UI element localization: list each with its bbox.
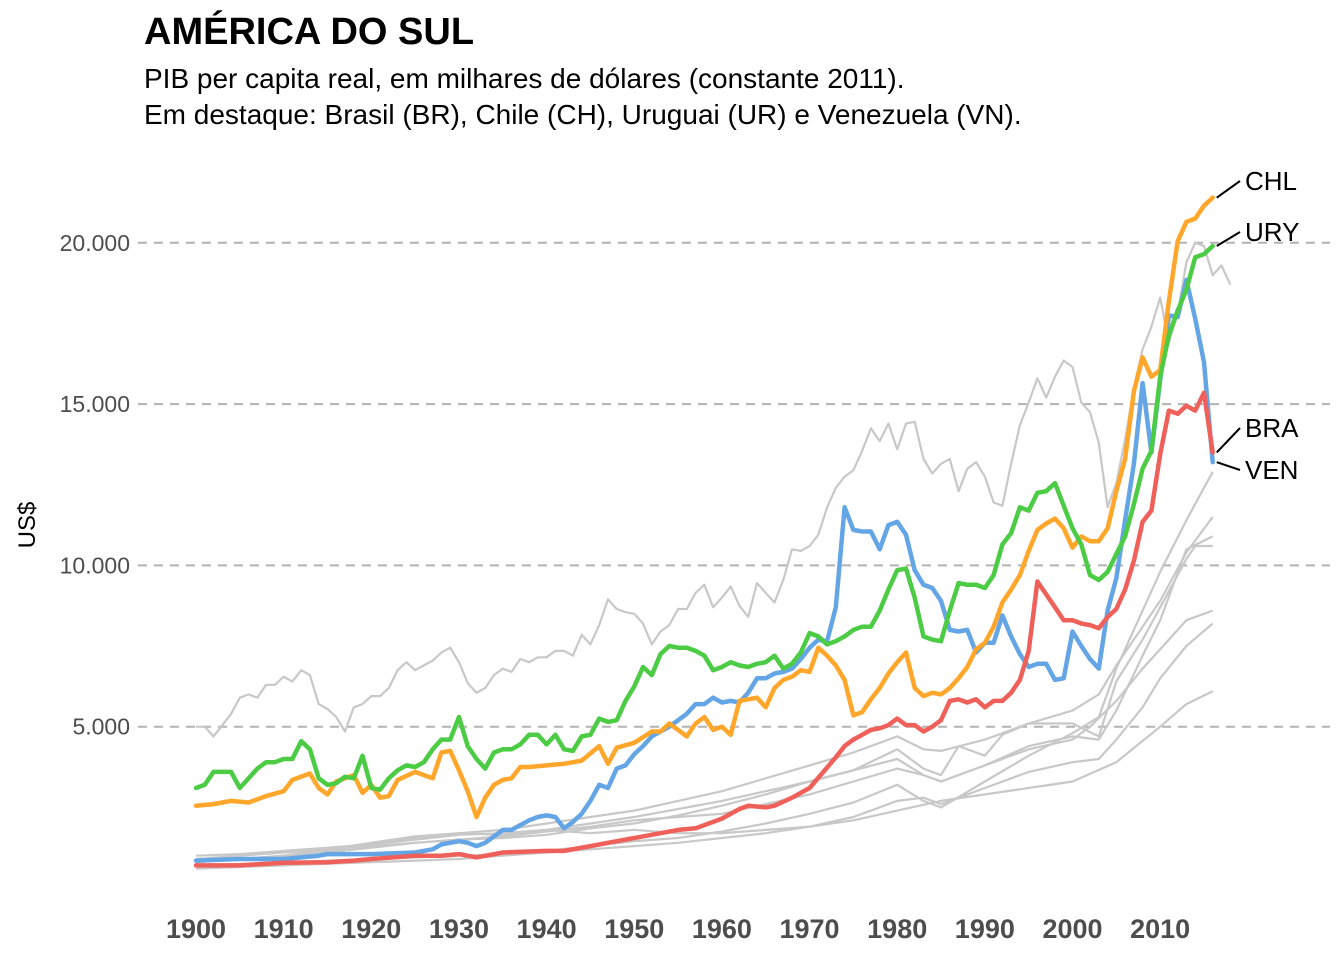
chart-subtitle-line-1: PIB per capita real, em milhares de dóla… <box>144 63 905 94</box>
end-labels: CHL URY BRA VEN <box>1216 166 1299 485</box>
y-tick-label: 20.000 <box>60 230 130 256</box>
x-tick-label: 1940 <box>517 914 577 944</box>
x-tick-label: 1930 <box>429 914 489 944</box>
x-axis-ticks: 1900 1910 1920 1930 1940 1950 1960 1970 1980 1990… <box>166 914 1190 944</box>
series-line-ury <box>193 243 1215 792</box>
end-label-ury: URY <box>1245 217 1299 247</box>
x-tick-label: 1980 <box>867 914 927 944</box>
y-tick-label: 15.000 <box>60 391 130 417</box>
x-tick-label: 1900 <box>166 914 226 944</box>
series-line-bra <box>193 390 1215 868</box>
chart-subtitle-line-2: Em destaque: Brasil (BR), Chile (CH), Ur… <box>144 99 1022 130</box>
y-axis-label: US$ <box>14 502 41 549</box>
x-tick-label: 2000 <box>1042 914 1102 944</box>
background-series-line <box>195 622 1214 870</box>
x-tick-label: 1990 <box>955 914 1015 944</box>
end-label-chl: CHL <box>1245 166 1297 196</box>
end-label-leader-bra <box>1216 427 1241 454</box>
series-line-chl <box>193 195 1215 820</box>
background-series-line <box>195 609 1214 861</box>
x-tick-label: 1970 <box>780 914 840 944</box>
y-axis-ticks: 5.000 10.000 15.000 20.000 <box>60 230 130 740</box>
background-series-line <box>195 535 1214 857</box>
x-tick-label: 1910 <box>254 914 314 944</box>
series-line-ven <box>193 277 1215 863</box>
x-tick-label: 1960 <box>692 914 752 944</box>
highlighted-series <box>193 195 1215 868</box>
end-label-leader-ury <box>1216 231 1241 247</box>
end-label-bra: BRA <box>1245 413 1299 443</box>
end-label-ven: VEN <box>1245 455 1298 485</box>
gridlines <box>138 241 1330 728</box>
x-tick-label: 2010 <box>1130 914 1190 944</box>
y-tick-label: 5.000 <box>72 714 130 740</box>
end-label-leader-ven <box>1216 461 1241 471</box>
x-tick-label: 1950 <box>604 914 664 944</box>
x-tick-label: 1920 <box>341 914 401 944</box>
background-series-line <box>195 690 1214 864</box>
y-tick-label: 10.000 <box>60 552 130 578</box>
end-label-leader-chl <box>1216 180 1241 199</box>
background-series-line <box>195 471 1214 867</box>
background-series-line <box>196 241 1232 738</box>
chart-title: AMÉRICA DO SUL <box>144 9 474 53</box>
